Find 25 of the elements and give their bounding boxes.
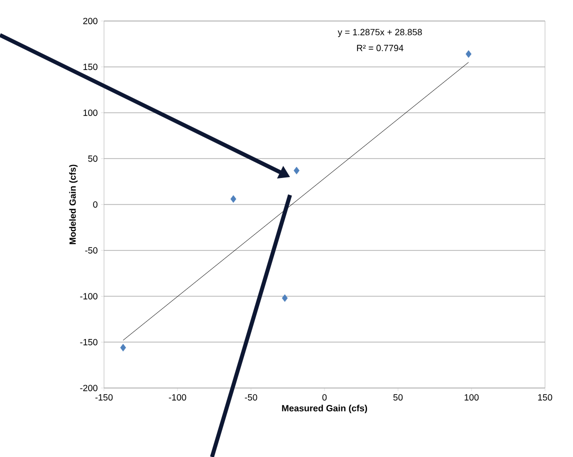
- x-tick-label: -100: [168, 394, 186, 401]
- y-tick-label: -200: [80, 384, 98, 392]
- point: [282, 294, 288, 302]
- y-tick-label: -50: [85, 247, 98, 254]
- y-axis-title: Modeled Gain (cfs): [69, 164, 78, 244]
- x-tick-label: 150: [538, 394, 552, 401]
- annotation: R² = 0.7794: [357, 44, 404, 52]
- point: [294, 166, 300, 174]
- x-tick-label: 0: [322, 394, 327, 401]
- y-tick-label: 50: [88, 155, 98, 162]
- y-tick-label: 200: [83, 18, 98, 24]
- point: [120, 344, 126, 352]
- y-tick-label: 150: [83, 64, 98, 70]
- annotation: y = 1.2875x + 28.858: [338, 28, 422, 38]
- x-tick-label: 100: [464, 394, 479, 401]
- x-tick-label: 50: [393, 394, 403, 401]
- x-axis-title: Measured Gain (cfs): [282, 404, 368, 414]
- y-tick-label: 0: [93, 201, 98, 208]
- x-tick-label: -150: [95, 394, 113, 401]
- y-tick-label: 100: [83, 110, 98, 116]
- point: [230, 195, 236, 203]
- x-tick-label: -50: [244, 394, 258, 401]
- y-tick-label: -100: [80, 293, 98, 300]
- point: [466, 50, 472, 58]
- y-tick-label: -150: [80, 338, 98, 346]
